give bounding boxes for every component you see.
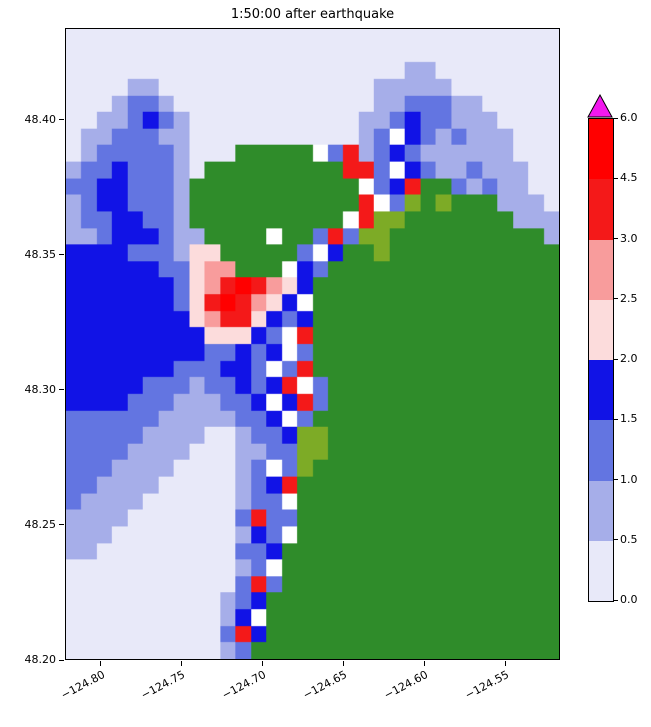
x-tick-label: −124.75 (139, 668, 188, 702)
colorbar-segment (589, 179, 613, 240)
x-tick-label: −124.70 (220, 668, 269, 702)
colorbar-tick-mark (614, 479, 618, 480)
x-tick-mark (504, 661, 506, 666)
colorbar-tick-label: 4.5 (620, 171, 638, 185)
colorbar-extend-arrow (587, 94, 613, 118)
colorbar-tick-mark (614, 599, 618, 601)
colorbar-segment (589, 420, 613, 481)
x-tick-label: −124.80 (58, 668, 107, 702)
colorbar-segment (589, 239, 613, 300)
y-tick-label: 48.20 (24, 653, 57, 666)
y-tick-mark (59, 524, 64, 526)
y-tick-mark (59, 389, 64, 391)
colorbar-tick-mark (614, 298, 618, 300)
y-tick-label: 48.30 (24, 382, 57, 396)
x-tick-mark (180, 661, 182, 666)
y-tick-mark (59, 659, 64, 661)
y-tick-label: 48.25 (24, 517, 57, 531)
colorbar-tick-label: 2.0 (620, 352, 638, 365)
colorbar-tick-mark (614, 117, 618, 119)
colorbar-segment (589, 540, 613, 601)
colorbar-tick-mark (614, 539, 618, 541)
colorbar-tick-label: 3.0 (620, 231, 638, 245)
y-tick-mark (59, 254, 64, 256)
colorbar-tick-mark (614, 418, 618, 420)
colorbar-segment (589, 360, 613, 421)
colorbar-tick-label: 0.5 (620, 532, 638, 546)
y-tick-label: 48.40 (24, 112, 57, 126)
colorbar-tick-label: 0.0 (620, 593, 638, 606)
plot-area (65, 28, 560, 660)
x-tick-mark (261, 661, 263, 666)
chart-title: 1:50:00 after earthquake (230, 7, 395, 22)
x-tick-label: −124.55 (462, 668, 512, 702)
colorbar-tick-label: 6.0 (620, 111, 638, 124)
x-tick-mark (423, 661, 425, 666)
y-tick-label: 48.35 (24, 247, 57, 261)
y-tick-mark (59, 119, 64, 121)
x-tick-label: −124.60 (381, 668, 431, 702)
colorbar-tick-label: 2.5 (620, 291, 638, 305)
colorbar-tick-mark (614, 358, 618, 360)
x-tick-mark (100, 661, 102, 666)
colorbar-segment (589, 119, 613, 180)
colorbar-tick-label: 1.0 (620, 472, 638, 486)
colorbar-tick-mark (614, 238, 618, 239)
colorbar (588, 118, 614, 602)
x-tick-mark (342, 661, 344, 666)
colorbar-tick-label: 1.5 (620, 412, 638, 426)
colorbar-tick-mark (614, 177, 618, 179)
x-tick-label: −124.65 (301, 668, 350, 702)
colorbar-segment (589, 299, 613, 360)
colorbar-segment (589, 480, 613, 541)
heatmap-canvas (66, 29, 559, 659)
